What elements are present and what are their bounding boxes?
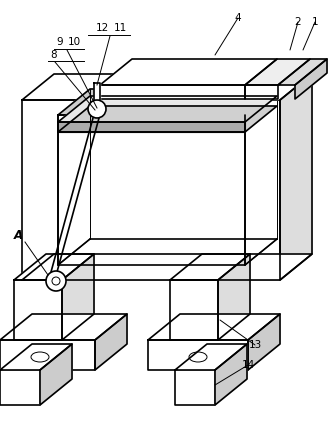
Polygon shape — [218, 254, 250, 340]
Polygon shape — [248, 314, 280, 370]
Polygon shape — [58, 115, 245, 265]
Polygon shape — [58, 96, 277, 122]
Text: 2: 2 — [295, 17, 301, 27]
Polygon shape — [95, 314, 127, 370]
Polygon shape — [278, 59, 327, 85]
Text: 4: 4 — [235, 13, 241, 23]
Text: 9: 9 — [57, 37, 63, 47]
Text: 1: 1 — [312, 17, 318, 27]
Polygon shape — [0, 340, 95, 370]
Polygon shape — [0, 370, 40, 405]
Polygon shape — [175, 344, 247, 370]
Polygon shape — [245, 59, 310, 85]
Polygon shape — [175, 370, 215, 405]
Polygon shape — [0, 314, 127, 340]
Circle shape — [46, 271, 66, 291]
Polygon shape — [215, 344, 247, 405]
Polygon shape — [295, 59, 327, 99]
Text: 11: 11 — [114, 23, 127, 33]
Text: 8: 8 — [51, 50, 57, 60]
Text: 13: 13 — [248, 340, 261, 350]
Polygon shape — [100, 59, 277, 85]
Text: 10: 10 — [68, 37, 80, 47]
Polygon shape — [14, 254, 94, 280]
Polygon shape — [148, 314, 280, 340]
Polygon shape — [40, 344, 72, 405]
Text: 14: 14 — [241, 360, 255, 370]
Polygon shape — [22, 74, 312, 100]
Polygon shape — [94, 83, 100, 108]
Polygon shape — [58, 122, 245, 132]
Polygon shape — [170, 280, 218, 340]
Polygon shape — [148, 340, 248, 370]
Polygon shape — [100, 85, 245, 99]
Polygon shape — [58, 106, 277, 132]
Polygon shape — [170, 254, 250, 280]
Polygon shape — [22, 254, 312, 280]
Polygon shape — [280, 74, 312, 280]
Circle shape — [88, 100, 106, 118]
Polygon shape — [0, 344, 72, 370]
Text: A: A — [14, 229, 23, 241]
Polygon shape — [62, 254, 94, 340]
Polygon shape — [58, 89, 277, 115]
Text: 12: 12 — [95, 23, 109, 33]
Polygon shape — [245, 85, 278, 99]
Polygon shape — [22, 100, 280, 280]
Polygon shape — [14, 280, 62, 340]
